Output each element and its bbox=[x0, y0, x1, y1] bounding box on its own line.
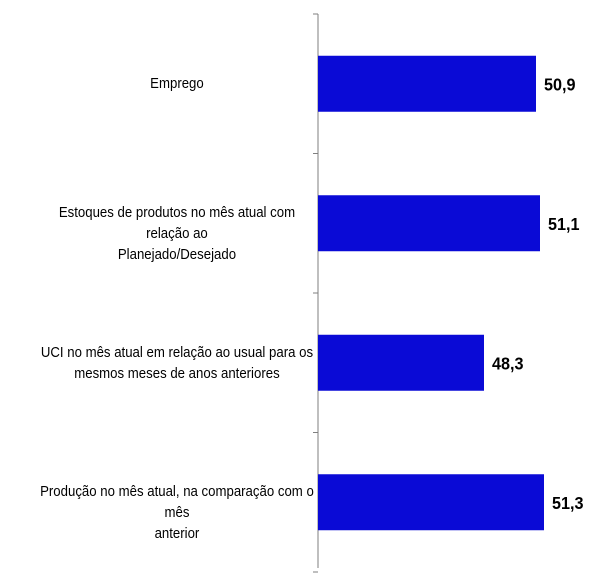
bar bbox=[318, 55, 536, 112]
data-label: 51,1 bbox=[548, 214, 580, 234]
bar bbox=[318, 195, 540, 252]
data-label: 50,9 bbox=[544, 75, 576, 95]
data-label: 48,3 bbox=[492, 354, 524, 374]
category-label: Emprego bbox=[150, 75, 204, 93]
data-label: 51,3 bbox=[552, 493, 584, 513]
category-label: Estoques de produtos no mês atual com re… bbox=[58, 204, 296, 264]
category-label: UCI no mês atual em relação ao usual par… bbox=[40, 343, 314, 382]
bar bbox=[318, 334, 484, 391]
category-label: Produção no mês atual, na comparação com… bbox=[40, 483, 314, 543]
bar bbox=[318, 474, 544, 531]
